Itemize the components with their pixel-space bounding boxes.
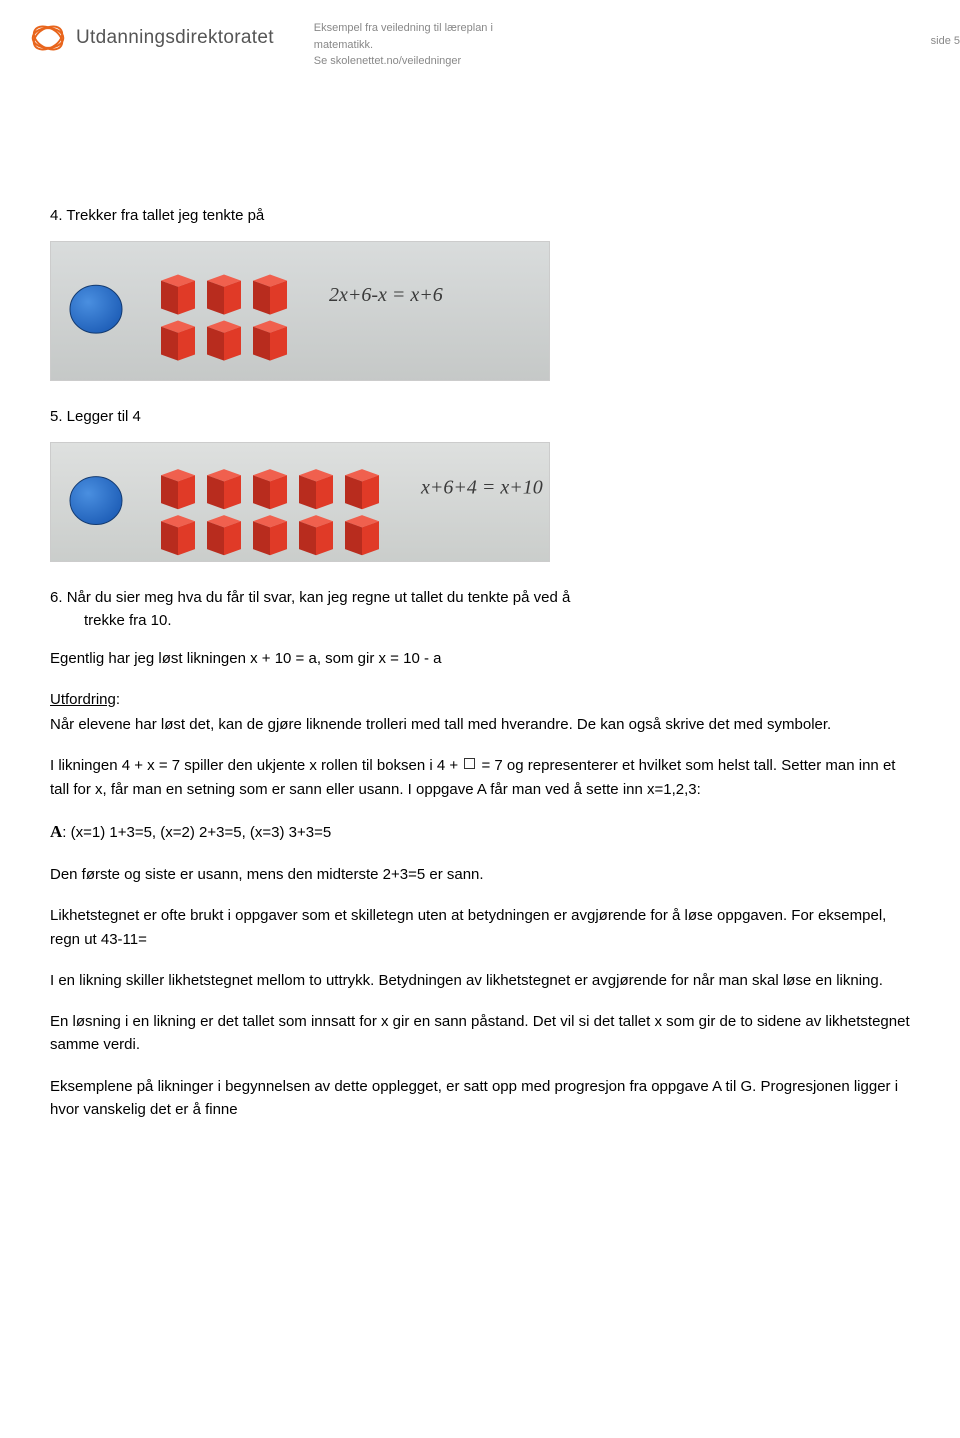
para-5-rest: : (x=1) 1+3=5, (x=2) 2+3=5, (x=3) 3+3=5 [62, 824, 331, 841]
figure-2: x+6+4 = x+10 [50, 442, 550, 562]
heading-6-num: 6. [50, 589, 63, 606]
para-5: A: (x=1) 1+3=5, (x=2) 2+3=5, (x=3) 3+3=5 [50, 819, 910, 845]
svg-text:2x+6-x = x+6: 2x+6-x = x+6 [329, 284, 443, 306]
logo-text: Utdanningsdirektoratet [76, 27, 274, 49]
para-5-prefix: A [50, 822, 62, 841]
heading-4: 4. Trekker fra tallet jeg tenkte på [50, 204, 910, 227]
header-meta: Eksempel fra veiledning til læreplan i m… [314, 20, 493, 70]
para-9: En løsning i en likning er det tallet so… [50, 1010, 910, 1057]
para-3: Når elevene har løst det, kan de gjøre l… [50, 713, 910, 736]
document-body: 4. Trekker fra tallet jeg tenkte på [0, 80, 960, 1152]
meta-line-1: Eksempel fra veiledning til læreplan i [314, 20, 493, 37]
para-utfordring: Utfordring: [50, 688, 910, 711]
para-4a: I likningen 4 + x = 7 spiller den ukjent… [50, 757, 462, 774]
heading-5: 5. Legger til 4 [50, 405, 910, 428]
heading-6: 6. Når du sier meg hva du får til svar, … [50, 586, 910, 633]
box-symbol-icon [464, 758, 475, 769]
utfordring-colon: : [116, 691, 120, 708]
para-8: I en likning skiller likhetstegnet mello… [50, 969, 910, 992]
page-number: side 5 [931, 35, 960, 47]
meta-line-3: Se skolenettet.no/veiledninger [314, 53, 493, 70]
svg-text:x+6+4 = x+10: x+6+4 = x+10 [420, 476, 543, 498]
para-7: Likhetstegnet er ofte brukt i oppgaver s… [50, 904, 910, 951]
page-header: Utdanningsdirektoratet Eksempel fra veil… [0, 0, 960, 80]
logo: Utdanningsdirektoratet [30, 20, 274, 56]
para-4: I likningen 4 + x = 7 spiller den ukjent… [50, 754, 910, 801]
utfordring-label: Utfordring [50, 691, 116, 708]
figure-1: 2x+6-x = x+6 [50, 241, 550, 381]
logo-icon [30, 20, 66, 56]
para-6: Den første og siste er usann, mens den m… [50, 863, 910, 886]
para-10: Eksemplene på likninger i begynnelsen av… [50, 1075, 910, 1122]
para-1: Egentlig har jeg løst likningen x + 10 =… [50, 647, 910, 670]
heading-6-text: Når du sier meg hva du får til svar, kan… [50, 589, 570, 629]
meta-line-2: matematikk. [314, 37, 493, 54]
